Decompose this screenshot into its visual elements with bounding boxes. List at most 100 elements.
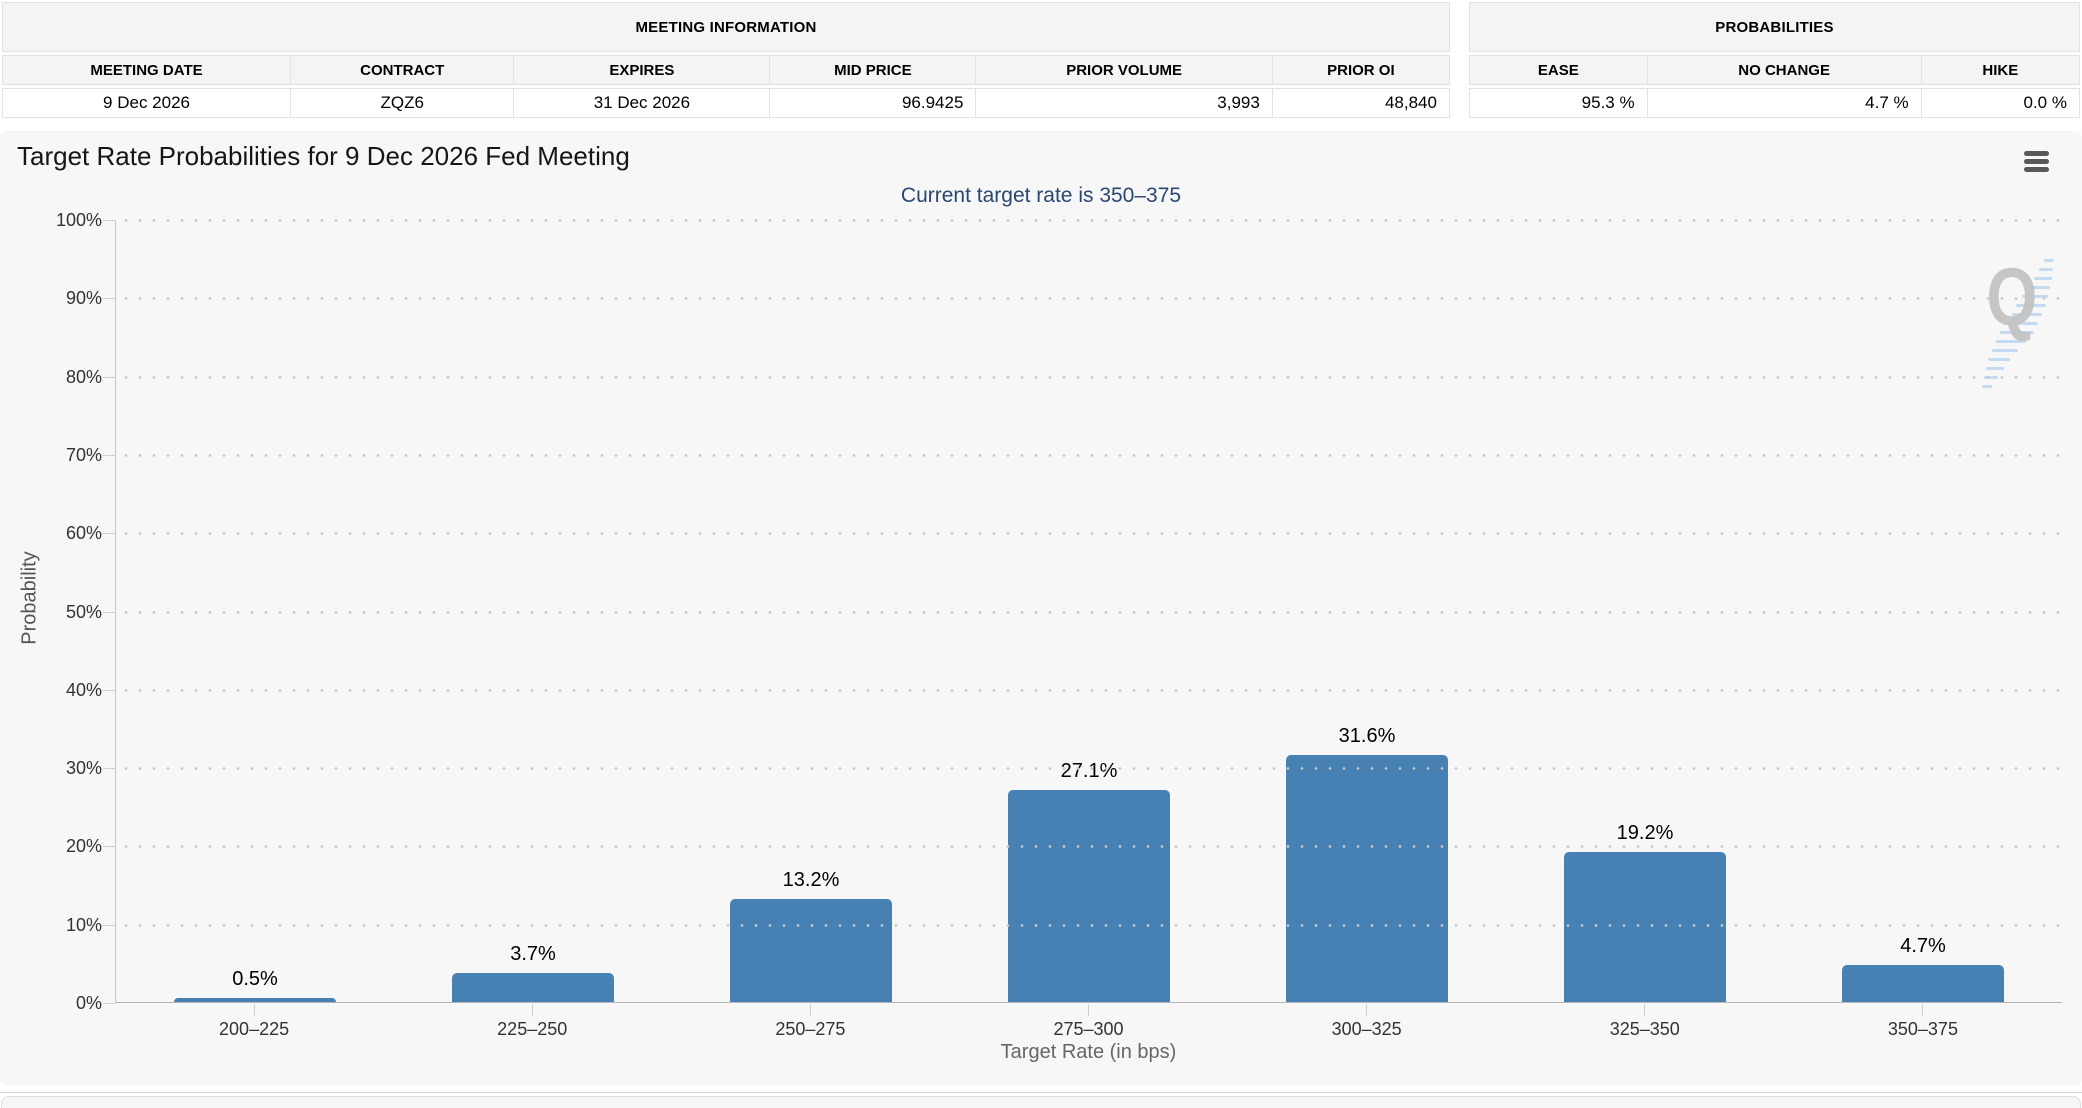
meeting-information-table: MEETING INFORMATION MEETING DATE CONTRAC… <box>2 2 1450 121</box>
x-category: 275–300 <box>949 1004 1227 1040</box>
gridline <box>116 219 2062 222</box>
value-mid-price: 96.9425 <box>769 89 975 117</box>
bar[interactable] <box>1286 754 1448 1002</box>
column-header-hike: HIKE <box>1920 56 2079 84</box>
bars: 0.5% 3.7% 13.2% 27.1% 31.6% 19.2% 4.7% <box>116 220 2062 1002</box>
section-divider <box>0 1092 2082 1093</box>
value-expires: 31 Dec 2026 <box>513 89 769 117</box>
column-header-prior-volume: PRIOR VOLUME <box>975 56 1271 84</box>
column-header-ease: EASE <box>1537 61 1579 79</box>
y-axis-title: Probability <box>18 551 41 645</box>
y-axis-label: 70% <box>65 444 102 465</box>
bar-group: 19.2% <box>1506 220 1784 1002</box>
bar[interactable] <box>730 898 892 1002</box>
x-category: 225–250 <box>393 1004 671 1040</box>
bar-group: 4.7% <box>1784 220 2062 1002</box>
bar[interactable] <box>174 998 336 1002</box>
x-axis-label: 275–300 <box>1053 1019 1124 1039</box>
target-rate-chart-panel: Target Rate Probabilities for 9 Dec 2026… <box>0 131 2082 1086</box>
y-axis-tick <box>103 533 115 535</box>
x-category: 250–275 <box>671 1004 949 1040</box>
x-axis-label: 300–325 <box>1331 1019 1402 1039</box>
bar-group: 31.6% <box>1228 220 1506 1002</box>
gridline <box>116 845 2062 849</box>
meeting-information-header-row: MEETING DATE CONTRACT EXPIRES MID PRICE … <box>2 55 1450 85</box>
bar-value-label: 0.5% <box>232 968 278 991</box>
y-axis-label: 40% <box>65 679 102 700</box>
y-axis-tick <box>103 454 115 456</box>
y-axis-label: 20% <box>65 836 102 857</box>
bar[interactable] <box>1842 965 2004 1002</box>
x-category: 325–350 <box>1506 1004 1784 1040</box>
x-axis-tick <box>253 1004 255 1016</box>
gridline <box>116 297 2062 301</box>
gridline <box>116 923 2062 927</box>
gridline <box>116 767 2062 771</box>
x-axis-label: 250–275 <box>775 1019 846 1039</box>
column-header-no-change: NO CHANGE <box>1646 56 1921 84</box>
bar-value-label: 4.7% <box>1900 935 1946 958</box>
x-axis-tick <box>1087 1004 1089 1016</box>
bar-group: 13.2% <box>672 220 950 1002</box>
meeting-information-title: MEETING INFORMATION <box>2 2 1450 52</box>
bar-group: 3.7% <box>394 220 672 1002</box>
x-axis-tick <box>1644 1004 1646 1016</box>
x-axis-label: 200–225 <box>219 1019 290 1039</box>
x-axis: 200–225 225–250 250–275 275–300 300–325 325–3… <box>115 1004 2062 1040</box>
value-hike: 0.0 % <box>1920 89 2079 117</box>
bar-value-label: 3.7% <box>510 943 556 966</box>
column-header-meeting-date: MEETING DATE <box>90 61 203 79</box>
gridline <box>116 375 2062 379</box>
x-axis-label: 225–250 <box>497 1019 568 1039</box>
chart-subtitle: Current target rate is 350–375 <box>900 184 1182 207</box>
chart-menu-button[interactable] <box>2024 151 2049 175</box>
chart-title: Target Rate Probabilities for 9 Dec 2026… <box>17 141 630 171</box>
bar[interactable] <box>452 973 614 1002</box>
y-axis-label: 100% <box>55 210 102 230</box>
gridline <box>116 610 2062 614</box>
y-axis-tick <box>103 689 115 691</box>
y-axis-tick <box>103 768 115 770</box>
bar-value-label: 13.2% <box>782 868 840 891</box>
bar-value-label: 19.2% <box>1616 821 1674 844</box>
value-prior-volume: 3,993 <box>975 89 1271 117</box>
y-axis-label: 60% <box>65 523 102 544</box>
plot-area: 0.5% 3.7% 13.2% 27.1% 31.6% 19.2% 4.7% <box>103 219 2062 1004</box>
bar-group: 27.1% <box>950 220 1228 1002</box>
probabilities-title: PROBABILITIES <box>1469 2 2080 52</box>
value-prior-oi: 48,840 <box>1271 89 1449 117</box>
y-axis-tick <box>103 846 115 848</box>
meeting-information-value-row: 9 Dec 2026 ZQZ6 31 Dec 2026 96.9425 3,99… <box>2 88 1450 118</box>
y-axis-tick <box>103 298 115 300</box>
top-tables: MEETING INFORMATION MEETING DATE CONTRAC… <box>0 0 2082 121</box>
column-header-contract: CONTRACT <box>290 56 513 84</box>
value-meeting-date: 9 Dec 2026 <box>103 93 190 112</box>
bar[interactable] <box>1008 789 1170 1002</box>
gridline <box>116 688 2062 692</box>
y-axis-label: 30% <box>65 758 102 779</box>
bar[interactable] <box>1564 851 1726 1002</box>
y-axis-tick <box>103 220 115 221</box>
y-axis-tick <box>103 376 115 378</box>
value-ease: 95.3 % <box>1581 93 1635 112</box>
x-axis-tick <box>1366 1004 1368 1016</box>
x-axis-tick <box>809 1004 811 1016</box>
x-axis-tick <box>1922 1004 1924 1016</box>
x-axis-tick <box>531 1004 533 1016</box>
probabilities-table: PROBABILITIES EASE NO CHANGE HIKE 95.3 %… <box>1469 2 2080 121</box>
column-header-expires: EXPIRES <box>513 56 769 84</box>
y-axis-label: 10% <box>65 914 102 935</box>
value-no-change: 4.7 % <box>1646 89 1921 117</box>
x-category: 300–325 <box>1228 1004 1506 1040</box>
y-axis-label: 80% <box>65 366 102 387</box>
x-axis-title: Target Rate (in bps) <box>1000 1041 1177 1063</box>
x-axis-label: 350–375 <box>1887 1019 1958 1039</box>
bar-group: 0.5% <box>116 220 394 1002</box>
hamburger-icon <box>2024 167 2049 172</box>
value-contract: ZQZ6 <box>290 89 513 117</box>
column-header-mid-price: MID PRICE <box>769 56 975 84</box>
y-axis-label: 50% <box>65 601 102 622</box>
gridline <box>116 532 2062 536</box>
probabilities-value-row: 95.3 % 4.7 % 0.0 % <box>1469 88 2080 118</box>
